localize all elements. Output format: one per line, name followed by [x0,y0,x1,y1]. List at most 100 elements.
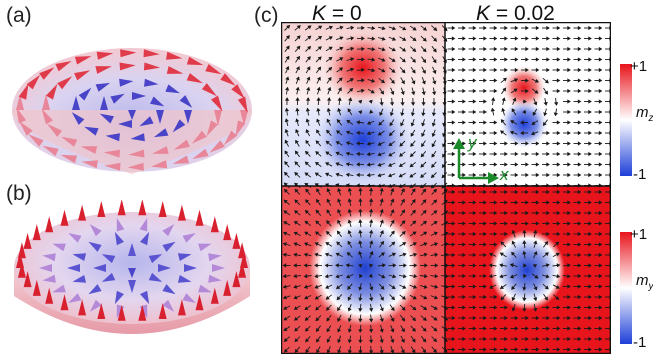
colorbar-my-variable: my [636,272,653,292]
field-arrow-head [531,131,536,136]
field-arrow-head [513,78,519,83]
field-arrow-head [509,263,514,268]
field-arrow-head [504,221,508,226]
spin-arrow [103,149,121,158]
field-arrow-head [422,37,427,42]
field-arrow-head [577,172,582,178]
field-arrow-head [390,328,395,333]
field-arrow-head [432,348,437,353]
field-arrow-head [598,305,603,310]
field-arrow-head [499,252,504,257]
k-value: = 0 [331,2,362,25]
field-arrow-head [294,348,299,353]
field-arrow-head [483,284,487,289]
field-arrow-head [339,25,344,30]
field-arrow-head [511,108,516,113]
field-arrow-head [483,231,487,237]
field-arrow-head [283,316,288,321]
field-arrow-head [314,231,320,236]
field-arrow-head [293,295,298,300]
field-arrow-head [451,151,456,157]
field-arrow-head [315,209,320,214]
field-arrow-head [381,26,386,31]
field-arrow-head [293,252,298,257]
spin-arrow [156,110,164,124]
field-arrow-head [598,67,603,73]
field-arrow-head [567,200,571,205]
field-arrow-head [336,230,341,235]
field-arrow-head [520,120,524,125]
field-arrow-head [380,296,384,301]
field-arrow-head [588,88,592,94]
spin-arrow [17,261,26,278]
spin-arrow [72,275,87,283]
field-arrow-head [379,339,384,344]
spin-arrow [186,56,204,66]
spin-arrow [211,95,223,112]
field-arrow-head [493,200,498,205]
field-arrow-head [535,36,540,41]
y-axis-label: y [468,133,477,152]
colorbar-mz-top-label: +1 [630,58,648,75]
field-arrow-head [546,172,550,178]
field-arrow-head [400,338,405,343]
field-arrow-head [535,172,540,178]
field-arrow-head [379,230,384,235]
field-arrow-head [371,25,376,31]
field-arrow-head [316,76,321,81]
field-arrow-head [535,25,540,31]
field-arrow-head [304,209,309,214]
field-arrow-head [577,57,582,62]
field-arrow-head [490,107,495,112]
field-arrow-head [423,284,428,289]
field-arrow-head [555,241,560,246]
spin-arrow [117,304,126,321]
field-arrow-head [304,242,309,247]
field-arrow-head [577,67,582,73]
spin-arrow [72,253,87,261]
field-arrow-head [462,46,466,52]
field-arrow-head [294,338,299,343]
field-arrow-head [462,347,466,352]
field-arrow-head [546,210,550,216]
field-arrow-head [327,86,332,92]
field-arrow-head [472,347,477,352]
map-my-k0 [281,186,445,354]
field-arrow-head [421,122,426,127]
field-arrow-head [328,56,333,61]
spin-arrow [16,94,24,110]
field-arrow-head [337,306,341,312]
field-arrow-head [295,128,300,134]
field-arrow-head [546,200,550,205]
field-arrow-head [335,141,340,145]
field-arrow-head [371,78,376,83]
field-arrow-head [431,112,437,117]
field-arrow-head [567,347,571,352]
field-arrow-head [567,231,571,237]
field-arrow-head [314,183,319,188]
map-grid [281,22,611,354]
field-arrow-head [462,172,466,178]
field-arrow-head [433,295,439,300]
field-arrow-head [598,162,603,167]
field-arrow-head [472,315,477,321]
field-arrow-head [577,151,582,157]
spin-arrow [42,274,56,283]
field-arrow-head [294,161,299,166]
field-arrow-head [431,153,436,158]
field-arrow-head [502,77,507,82]
field-arrow-head [391,26,397,31]
field-arrow-head [553,112,558,117]
field-arrow-head [555,252,560,257]
spin-arrow [42,94,50,110]
field-arrow-head [442,153,446,158]
field-arrow-head [598,46,603,52]
field-arrow-head [483,36,487,41]
field-arrow-head [525,36,529,41]
field-arrow-head [335,162,340,167]
field-arrow-head [401,306,406,311]
field-arrow-head [366,152,371,157]
field-arrow-head [534,274,539,279]
field-arrow-head [535,326,540,331]
spin-arrow [61,136,78,147]
